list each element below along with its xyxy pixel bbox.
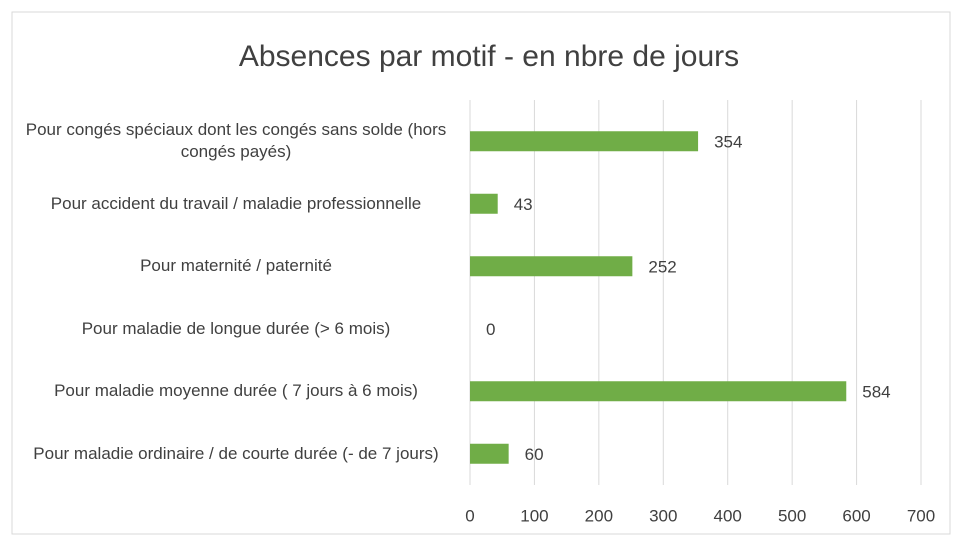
bar bbox=[470, 193, 498, 214]
x-tick-label: 0 bbox=[465, 506, 474, 525]
x-tick-label: 500 bbox=[778, 506, 806, 525]
y-tick-label: Pour congés spéciaux dont les congés san… bbox=[25, 120, 447, 162]
y-tick-label: Pour maladie ordinaire / de courte durée… bbox=[33, 443, 439, 463]
y-tick-label: Pour accident du travail / maladie profe… bbox=[50, 193, 422, 213]
x-tick-label: 700 bbox=[907, 506, 935, 525]
bar bbox=[470, 381, 847, 402]
y-tick-label: Pour maternité / paternité bbox=[140, 256, 332, 276]
bar bbox=[470, 131, 699, 152]
bar bbox=[470, 256, 633, 277]
y-tick-label: Pour maladie moyenne durée ( 7 jours à 6… bbox=[54, 381, 418, 401]
value-label: 0 bbox=[486, 320, 495, 339]
x-tick-label: 300 bbox=[649, 506, 677, 525]
bar bbox=[470, 443, 509, 464]
y-tick-label: Pour maladie de longue durée (> 6 mois) bbox=[81, 318, 391, 338]
x-tick-label: 400 bbox=[714, 506, 742, 525]
value-label: 354 bbox=[714, 133, 742, 152]
chart-title: Absences par motif - en nbre de jours bbox=[239, 40, 739, 73]
x-tick-label: 100 bbox=[520, 506, 548, 525]
x-tick-label: 600 bbox=[842, 506, 870, 525]
value-label: 43 bbox=[514, 195, 533, 214]
value-label: 584 bbox=[862, 383, 890, 402]
value-label: 252 bbox=[648, 258, 676, 277]
x-tick-label: 200 bbox=[585, 506, 613, 525]
value-label: 60 bbox=[525, 445, 544, 464]
